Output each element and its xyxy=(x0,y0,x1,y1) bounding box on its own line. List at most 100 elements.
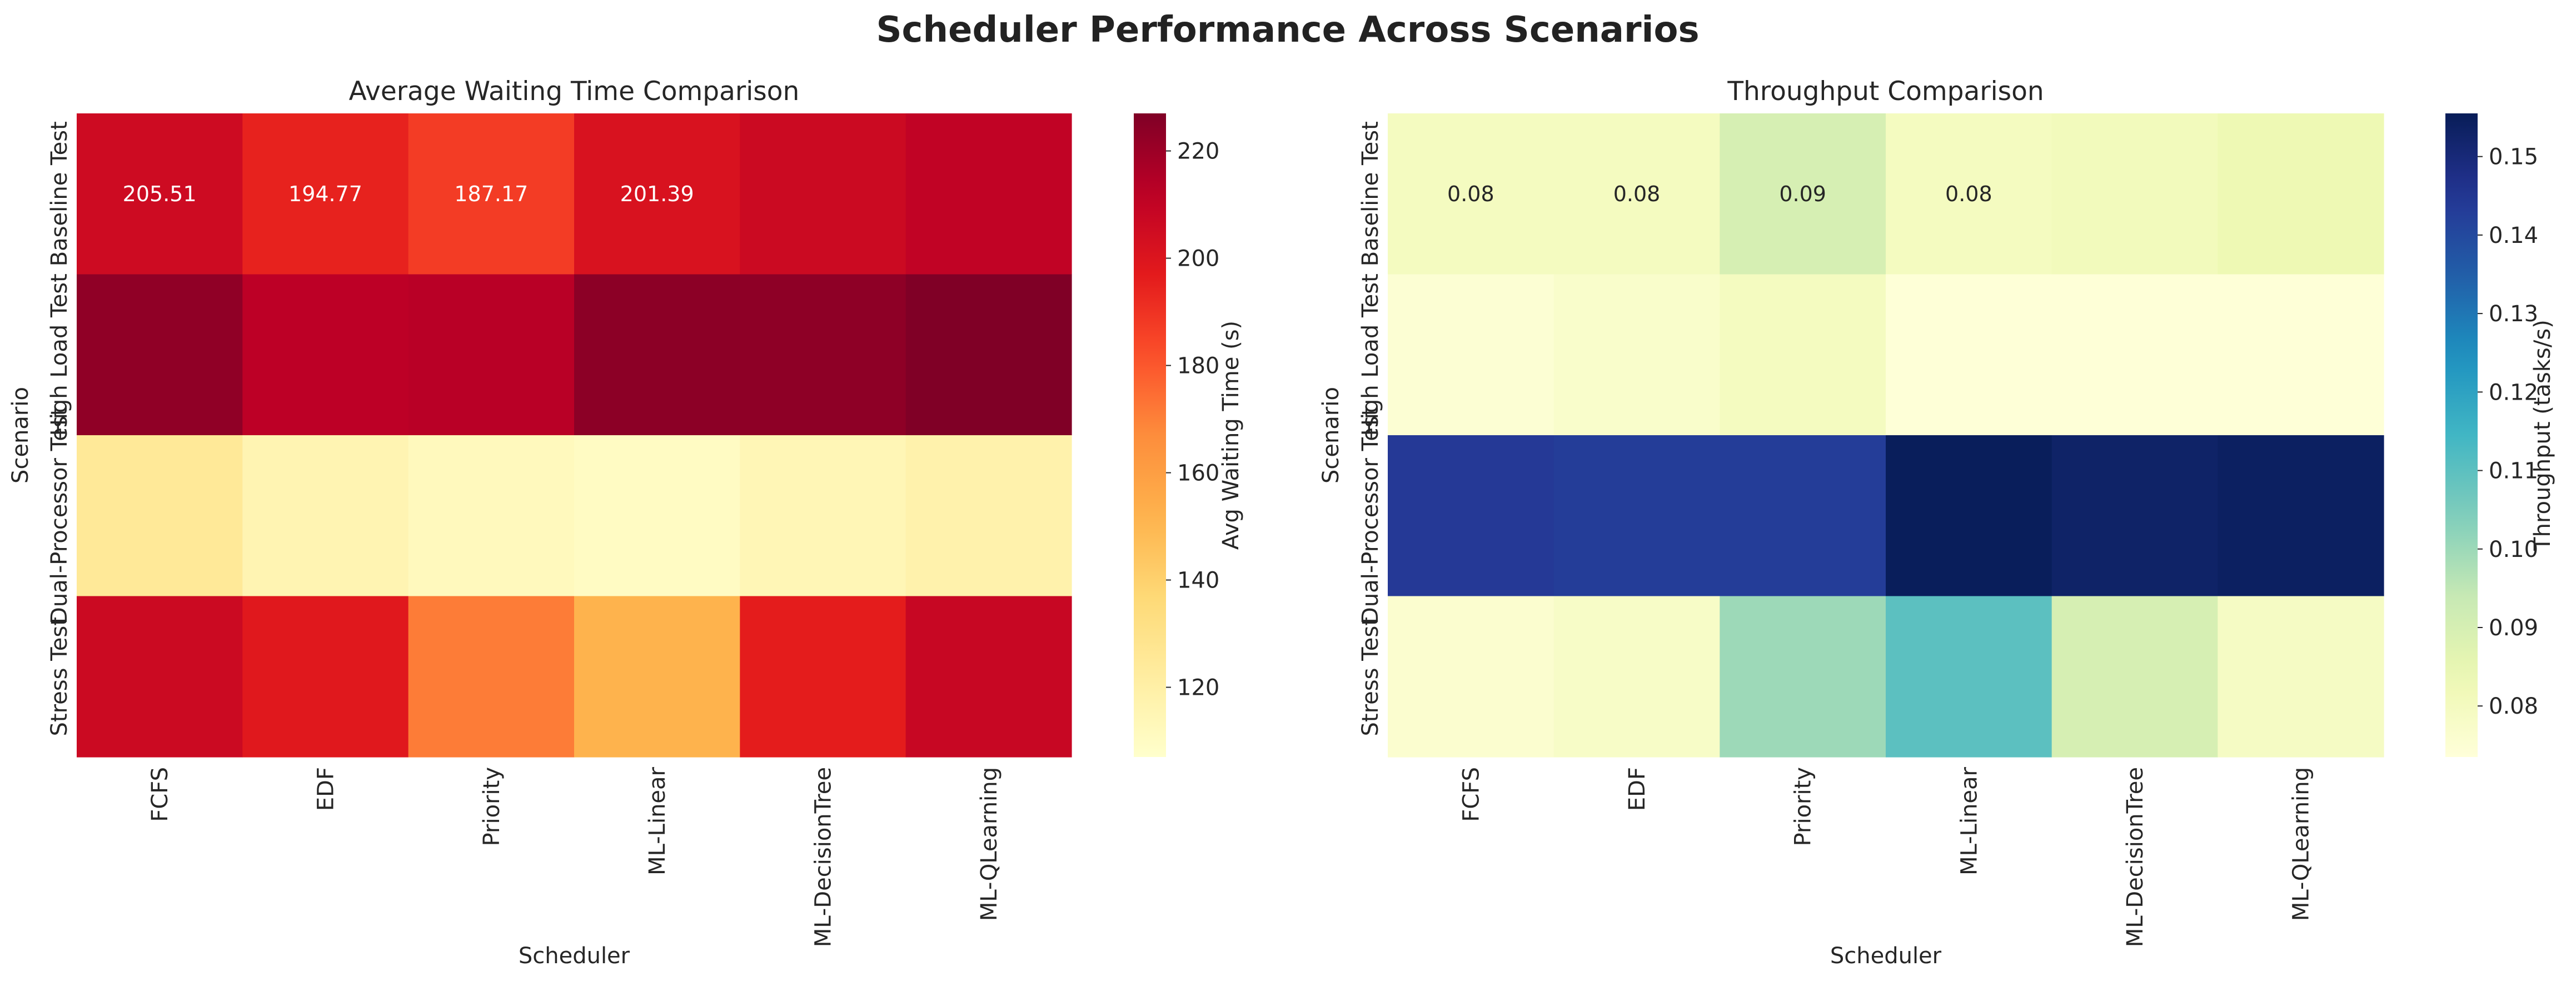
colorbar-gradient xyxy=(1134,113,1166,757)
colorbar-tick-label: 0.10 xyxy=(2489,537,2538,562)
colorbar-tick-label: 0.11 xyxy=(2489,459,2538,484)
heatmap-cell-dual-processor-test-fcfs xyxy=(1388,435,1554,597)
subplot-title: Throughput Comparison xyxy=(1727,76,2044,107)
y-axis-label: Scenario xyxy=(8,387,33,484)
colorbar-gradient xyxy=(2445,113,2478,757)
x-tick-label: Priority xyxy=(479,767,505,846)
heatmap-cell-stress-test-edf xyxy=(242,596,409,758)
cell-annotation: 0.08 xyxy=(1613,182,1661,206)
heatmap-cell-stress-test-edf xyxy=(1553,596,1720,758)
heatmap-cell-high-load-test-ml-linear xyxy=(574,274,740,436)
colorbar-tick-label: 120 xyxy=(1177,675,1219,701)
colorbar-tick-label: 160 xyxy=(1177,461,1219,486)
heatmap-cell-baseline-test-ml-linear xyxy=(574,113,740,275)
colorbar-tick-label: 0.14 xyxy=(2489,223,2538,248)
x-tick-label: ML-QLearning xyxy=(2289,767,2314,921)
cell-annotation: 0.08 xyxy=(1447,182,1494,206)
heatmap-cell-high-load-test-fcfs xyxy=(1388,274,1554,436)
heatmap-cell-high-load-test-edf xyxy=(1553,274,1720,436)
heatmap-cell-dual-processor-test-priority xyxy=(1720,435,1886,597)
colorbar-label: Throughput (tasks/s) xyxy=(2530,320,2555,551)
heatmap-cell-baseline-test-edf xyxy=(242,113,409,275)
cell-annotation: 187.17 xyxy=(454,182,528,206)
heatmap-cell-baseline-test-ml-qlearning xyxy=(2218,113,2384,275)
y-tick-label: High Load Test xyxy=(47,273,72,436)
y-tick-label: Stress Test xyxy=(47,617,72,736)
heatmap-cell-baseline-test-priority xyxy=(408,113,575,275)
heatmap-cell-high-load-test-ml-decisiontree xyxy=(740,274,906,436)
subplot-title: Average Waiting Time Comparison xyxy=(349,76,800,107)
x-tick-label: ML-DecisionTree xyxy=(2122,767,2148,947)
heatmap-cell-dual-processor-test-ml-decisiontree xyxy=(740,435,906,597)
heatmap-cell-stress-test-ml-linear xyxy=(574,596,740,758)
colorbar-tick-label: 140 xyxy=(1177,568,1219,594)
cell-annotation: 201.39 xyxy=(620,182,694,206)
heatmap-cell-dual-processor-test-ml-linear xyxy=(574,435,740,597)
heatmap-cell-baseline-test-ml-qlearning xyxy=(905,113,1072,275)
heatmap-cell-stress-test-ml-qlearning xyxy=(905,596,1072,758)
colorbar-tick-label: 0.15 xyxy=(2489,145,2538,170)
x-tick-label: EDF xyxy=(1625,767,1650,811)
heatmap-cell-dual-processor-test-edf xyxy=(1553,435,1720,597)
heatmap-cell-dual-processor-test-ml-qlearning xyxy=(2218,435,2384,597)
heatmap-cell-baseline-test-ml-linear xyxy=(1886,113,2052,275)
heatmap-cell-high-load-test-priority xyxy=(408,274,575,436)
cell-annotation: 0.09 xyxy=(1779,182,1826,206)
y-tick-label: Stress Test xyxy=(1358,617,1383,736)
y-tick-label: Baseline Test xyxy=(47,121,72,266)
heatmap-cell-high-load-test-ml-linear xyxy=(1886,274,2052,436)
heatmap-cell-high-load-test-ml-decisiontree xyxy=(2051,274,2218,436)
x-tick-label: Priority xyxy=(1791,767,1816,846)
heatmap-panel-1: Average Waiting Time Comparison 205.51 194… xyxy=(8,76,1244,969)
heatmap-cell-stress-test-ml-decisiontree xyxy=(740,596,906,758)
heatmap-cell-dual-processor-test-ml-decisiontree xyxy=(2051,435,2218,597)
heatmap-cell-baseline-test-priority xyxy=(1720,113,1886,275)
y-tick-label: Baseline Test xyxy=(1358,121,1383,266)
cell-annotation: 194.77 xyxy=(288,182,362,206)
heatmap-cell-stress-test-fcfs xyxy=(1388,596,1554,758)
heatmap-cell-dual-processor-test-edf xyxy=(242,435,409,597)
heatmap-cell-baseline-test-ml-decisiontree xyxy=(740,113,906,275)
heatmap-cell-high-load-test-fcfs xyxy=(77,274,243,436)
y-tick-label: Dual-Processor Test xyxy=(1358,407,1383,624)
charts: Average Waiting Time Comparison 205.51 194… xyxy=(8,76,2555,969)
colorbar-tick-label: 0.12 xyxy=(2489,380,2538,405)
heatmap-cell-stress-test-priority xyxy=(408,596,575,758)
x-tick-label: FCFS xyxy=(1458,767,1484,822)
x-axis-label: Scheduler xyxy=(519,943,630,969)
heatmap-cell-baseline-test-ml-decisiontree xyxy=(2051,113,2218,275)
figure-title: Scheduler Performance Across Scenarios xyxy=(876,9,1699,51)
heatmap-cell-high-load-test-ml-qlearning xyxy=(2218,274,2384,436)
heatmap-cell-high-load-test-priority xyxy=(1720,274,1886,436)
heatmap-cell-high-load-test-ml-qlearning xyxy=(905,274,1072,436)
colorbar: 0.08 0.09 0.10 0.11 0.12 0.13 0.14 0.15 Throughp… xyxy=(2445,113,2555,757)
heatmap-cell-stress-test-fcfs xyxy=(77,596,243,758)
heatmap-cell-stress-test-ml-linear xyxy=(1886,596,2052,758)
heatmap-cell-baseline-test-edf xyxy=(1553,113,1720,275)
heatmap-cell-stress-test-ml-decisiontree xyxy=(2051,596,2218,758)
heatmap-cell-high-load-test-edf xyxy=(242,274,409,436)
colorbar-tick-label: 0.09 xyxy=(2489,615,2538,641)
x-tick-label: FCFS xyxy=(147,767,173,822)
y-tick-label: Dual-Processor Test xyxy=(47,407,72,624)
heatmap-cell-baseline-test-fcfs xyxy=(77,113,243,275)
cell-annotation: 0.08 xyxy=(1945,182,1992,206)
x-axis-label: Scheduler xyxy=(1830,943,1942,969)
x-tick-label: EDF xyxy=(313,767,339,811)
colorbar: 120 140 160 180 200 220 Avg Waiting Time (s) xyxy=(1134,113,1244,757)
colorbar-tick-label: 200 xyxy=(1177,246,1219,272)
x-tick-label: ML-Linear xyxy=(1956,766,1982,875)
colorbar-tick-label: 0.13 xyxy=(2489,301,2538,327)
heatmap-cell-dual-processor-test-ml-linear xyxy=(1886,435,2052,597)
colorbar-tick-label: 220 xyxy=(1177,139,1219,165)
heatmap-cell-dual-processor-test-priority xyxy=(408,435,575,597)
colorbar-label: Avg Waiting Time (s) xyxy=(1218,321,1244,550)
x-tick-label: ML-Linear xyxy=(645,766,670,875)
y-axis-label: Scenario xyxy=(1318,387,1344,484)
heatmap-panel-2: Throughput Comparison 0.08 0.08 0.09 0.08 FCF… xyxy=(1318,76,2555,969)
x-tick-label: ML-DecisionTree xyxy=(811,767,836,947)
colorbar-tick-label: 0.08 xyxy=(2489,694,2538,719)
y-tick-label: High Load Test xyxy=(1358,273,1383,436)
heatmap-cell-dual-processor-test-ml-qlearning xyxy=(905,435,1072,597)
